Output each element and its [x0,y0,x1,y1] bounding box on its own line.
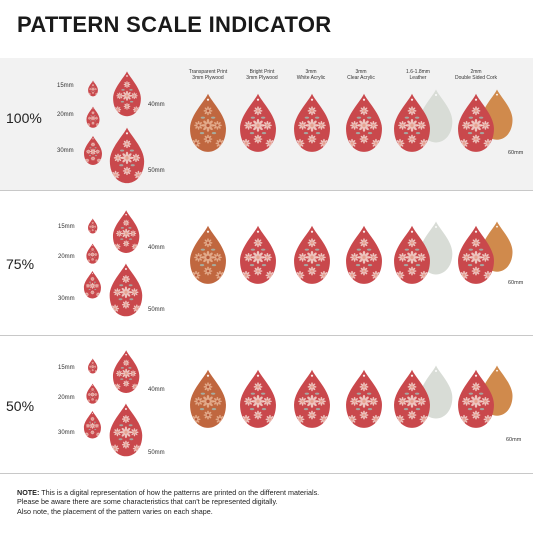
sample-drop-40mm [112,209,140,253]
size-50mm-label: 50mm [148,450,165,456]
material-drop-plywood-transparent [190,369,226,428]
sample-drop-30mm [83,411,101,439]
scale-label-100: 100% [6,110,42,126]
material-label-4: 3mm Clear Acrylic [347,69,375,81]
size-15mm-label: 15mm [58,365,75,371]
size-60mm-label: 60mm [506,437,522,443]
size-20mm-label: 20mm [58,254,75,260]
size-20mm-label: 20mm [57,112,74,118]
material-drop-clear-acrylic [346,93,382,152]
size-30mm-label: 30mm [57,148,74,154]
material-drop-leather [394,225,430,284]
material-drop-white-acrylic [294,369,330,428]
size-15mm-label: 15mm [57,83,74,89]
note-text: NOTE: This is a digital representation o… [17,488,517,516]
material-drop-leather [394,369,430,428]
sample-drop-40mm [112,349,140,393]
size-20mm-label: 20mm [58,395,75,401]
material-drop-clear-acrylic [346,369,382,428]
size-60mm-label: 60mm [508,280,524,286]
scale-label-75: 75% [6,256,35,272]
page-title: PATTERN SCALE INDICATOR [17,12,332,37]
sample-drop-20mm [86,106,100,128]
sample-drop-30mm [84,135,102,165]
size-60mm-label: 60mm [508,150,524,156]
sample-drop-20mm [86,243,99,264]
size-40mm-label: 40mm [148,387,165,393]
size-50mm-label: 50mm [148,168,165,174]
sample-drop-15mm [88,358,98,374]
material-drop-cork [458,369,494,428]
material-label-1: Transparent Print 3mm Plywood [188,69,228,81]
material-drop-plywood-transparent [190,93,226,152]
sample-drop-50mm [109,263,143,316]
size-30mm-label: 30mm [58,296,75,302]
sample-drop-30mm [83,271,101,299]
sample-drop-20mm [86,383,99,404]
size-30mm-label: 30mm [58,430,75,436]
material-drop-cork [458,93,494,152]
divider-2 [0,335,533,336]
material-drop-leather [394,93,430,152]
material-drop-plywood-transparent [190,225,226,284]
sample-drop-15mm [88,80,98,97]
note-line-3: Also note, the placement of the pattern … [17,506,213,516]
material-drop-plywood-bright [240,369,276,428]
scale-label-50: 50% [6,398,35,414]
material-drop-white-acrylic [294,225,330,284]
size-15mm-label: 15mm [58,224,75,230]
note-line-1: This is a digital representation of how … [39,488,320,497]
sample-drop-50mm [109,403,143,456]
material-drop-clear-acrylic [346,225,382,284]
material-drop-white-acrylic [294,93,330,152]
size-40mm-label: 40mm [148,245,165,251]
material-label-5: 1.6-1.8mm Leather [406,69,430,81]
material-label-3: 3mm White Acrylic [296,69,326,81]
note-label: NOTE: [17,488,40,497]
sample-drop-15mm [88,218,98,234]
material-label-6: 2mm Double Sided Cork [455,69,497,81]
material-drop-cork [458,225,494,284]
divider-1 [0,190,533,191]
material-drop-plywood-bright [240,225,276,284]
size-40mm-label: 40mm [148,102,165,108]
note-line-2: Please be aware there are some character… [17,497,278,507]
material-label-2: Bright Print 3mm Plywood [246,69,278,81]
sample-drop-40mm [113,71,141,117]
sample-drop-50mm [109,127,145,184]
size-50mm-label: 50mm [148,307,165,313]
divider-3 [0,473,533,474]
material-drop-plywood-bright [240,93,276,152]
